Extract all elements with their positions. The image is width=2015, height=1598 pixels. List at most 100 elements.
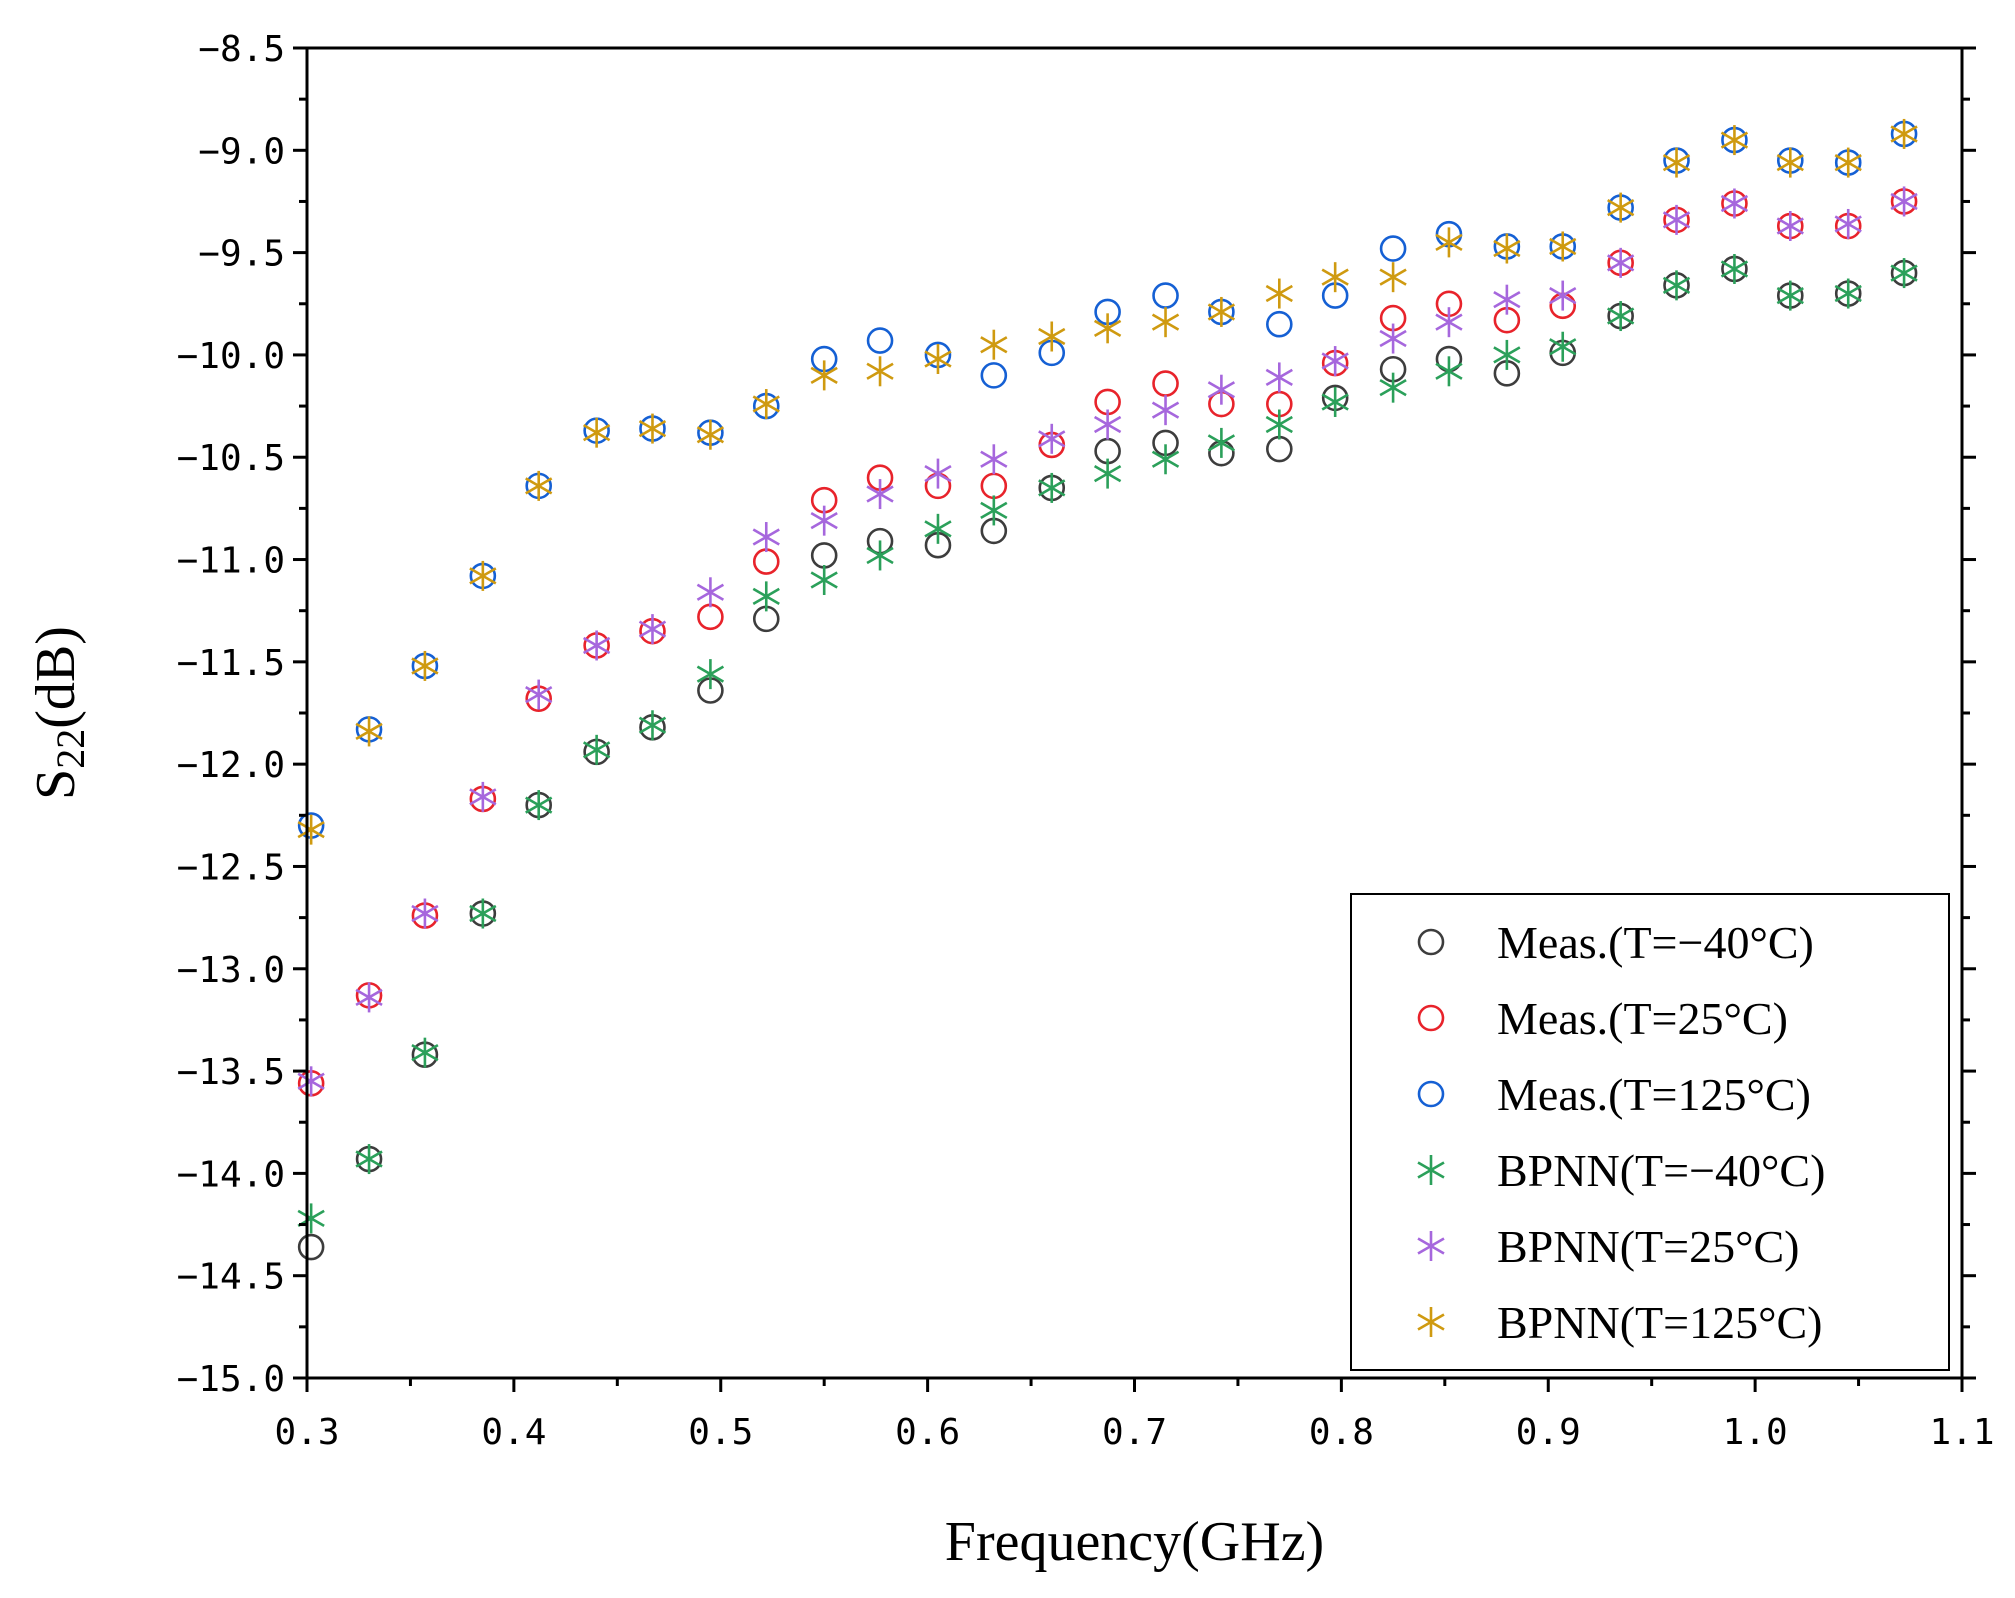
asterisk-stroke bbox=[1417, 1313, 1445, 1331]
x-tick-label: 0.5 bbox=[688, 1412, 753, 1453]
asterisk-stroke bbox=[924, 520, 952, 538]
legend-item: BPNN(T=125°C) bbox=[1417, 1297, 1822, 1348]
y-tick-label: −8.5 bbox=[198, 29, 285, 70]
legend-item: BPNN(T=−40°C) bbox=[1417, 1145, 1825, 1196]
series-4 bbox=[297, 186, 1918, 1097]
legend-item: Meas.(T=125°C) bbox=[1417, 1069, 1811, 1120]
data-point bbox=[1662, 204, 1691, 235]
asterisk-stroke bbox=[1321, 268, 1349, 286]
x-tick-label: 1.0 bbox=[1723, 1412, 1788, 1453]
data-point bbox=[696, 419, 725, 450]
asterisk-stroke bbox=[1265, 284, 1293, 303]
data-point bbox=[752, 581, 780, 612]
data-point bbox=[1776, 147, 1804, 178]
asterisk-stroke bbox=[1207, 303, 1236, 321]
data-point bbox=[1493, 233, 1521, 264]
asterisk-stroke bbox=[1038, 479, 1066, 497]
data-point bbox=[752, 389, 780, 420]
x-tick-label: 0.6 bbox=[895, 1412, 960, 1453]
data-point bbox=[469, 898, 497, 929]
legend-box bbox=[1350, 893, 1950, 1371]
asterisk-stroke bbox=[1549, 237, 1577, 256]
asterisk-stroke bbox=[980, 336, 1008, 354]
asterisk-stroke bbox=[924, 464, 952, 483]
data-point bbox=[810, 360, 838, 391]
asterisk-stroke bbox=[1776, 286, 1804, 305]
asterisk-stroke bbox=[1379, 329, 1407, 348]
asterisk-stroke bbox=[1435, 233, 1463, 252]
asterisk-stroke bbox=[1265, 368, 1293, 387]
data-point bbox=[1093, 409, 1122, 440]
data-point bbox=[1549, 231, 1577, 262]
asterisk-stroke bbox=[696, 583, 725, 601]
data-point bbox=[1776, 211, 1804, 242]
legend-marker bbox=[1417, 1307, 1445, 1337]
data-point bbox=[1379, 372, 1407, 403]
asterisk-stroke bbox=[638, 620, 667, 638]
data-point bbox=[980, 444, 1008, 475]
data-point bbox=[696, 577, 725, 608]
y-axis-title-unit: (dB) bbox=[25, 626, 87, 729]
asterisk-stroke bbox=[1093, 464, 1122, 483]
asterisk-stroke bbox=[469, 567, 497, 585]
data-point bbox=[1038, 472, 1066, 503]
legend-label: Meas.(T=25°C) bbox=[1497, 993, 1788, 1044]
data-point bbox=[638, 614, 667, 645]
y-tick-label: −13.0 bbox=[177, 950, 285, 991]
data-point bbox=[297, 814, 325, 845]
asterisk-stroke bbox=[696, 665, 725, 683]
data-point bbox=[1379, 235, 1407, 262]
data-point bbox=[1890, 118, 1918, 149]
x-tick-label: 0.3 bbox=[274, 1412, 339, 1453]
asterisk-stroke bbox=[1151, 401, 1180, 419]
legend: Meas.(T=−40°C) Meas.(T=25°C) Meas.(T=125°C… bbox=[1350, 893, 1950, 1371]
x-tick-label: 0.7 bbox=[1102, 1412, 1167, 1453]
data-point bbox=[411, 898, 439, 929]
data-point bbox=[1265, 409, 1293, 440]
asterisk-stroke bbox=[1151, 313, 1180, 331]
asterisk-stroke bbox=[1834, 284, 1862, 303]
asterisk-stroke bbox=[1890, 125, 1918, 143]
asterisk-stroke bbox=[1662, 211, 1691, 229]
y-tick-label: −13.5 bbox=[177, 1052, 285, 1093]
asterisk-stroke bbox=[582, 636, 611, 655]
asterisk-stroke bbox=[411, 904, 439, 923]
y-tick-label: −10.0 bbox=[177, 336, 285, 377]
data-point bbox=[411, 650, 439, 681]
asterisk-stroke bbox=[355, 1150, 383, 1168]
legend-item: Meas.(T=25°C) bbox=[1417, 993, 1788, 1044]
asterisk-stroke bbox=[696, 426, 725, 444]
legend-label: BPNN(T=−40°C) bbox=[1497, 1145, 1825, 1196]
asterisk-stroke bbox=[1720, 131, 1749, 149]
y-axis: −8.5 −9.0 −9.5 −10.0 −10.5 −11.0 −11.5 −12.0 −12… bbox=[177, 29, 1976, 1400]
asterisk-stroke bbox=[1549, 338, 1577, 356]
asterisk-stroke bbox=[1379, 268, 1407, 286]
asterisk-stroke bbox=[1890, 264, 1918, 282]
asterisk-stroke bbox=[1493, 346, 1521, 364]
data-point bbox=[638, 413, 667, 444]
y-axis-title: S22(dB) bbox=[25, 626, 93, 800]
x-axis: 0.3 0.4 0.5 0.6 0.7 0.8 0.9 1.0 1.1 bbox=[274, 1378, 1995, 1453]
y-tick-label: −14.0 bbox=[177, 1154, 285, 1195]
data-point bbox=[1379, 323, 1407, 354]
asterisk-stroke bbox=[924, 350, 952, 368]
data-point bbox=[1435, 356, 1463, 387]
data-point bbox=[1890, 186, 1918, 217]
asterisk-stroke bbox=[1720, 194, 1749, 213]
asterisk-stroke bbox=[980, 450, 1008, 468]
data-point bbox=[810, 565, 838, 595]
x-tick-label: 0.4 bbox=[481, 1412, 546, 1453]
x-tick-label: 0.8 bbox=[1309, 1412, 1374, 1453]
data-point bbox=[297, 1066, 325, 1097]
asterisk-stroke bbox=[411, 657, 439, 675]
data-point bbox=[866, 540, 894, 571]
asterisk-stroke bbox=[810, 512, 838, 530]
asterisk-stroke bbox=[1321, 393, 1349, 411]
data-point bbox=[1662, 147, 1691, 178]
data-point bbox=[1720, 188, 1749, 219]
data-point bbox=[1834, 147, 1862, 178]
asterisk-stroke bbox=[810, 571, 838, 589]
data-point bbox=[1720, 125, 1749, 156]
data-point bbox=[297, 1233, 325, 1261]
asterisk-stroke bbox=[866, 485, 894, 503]
